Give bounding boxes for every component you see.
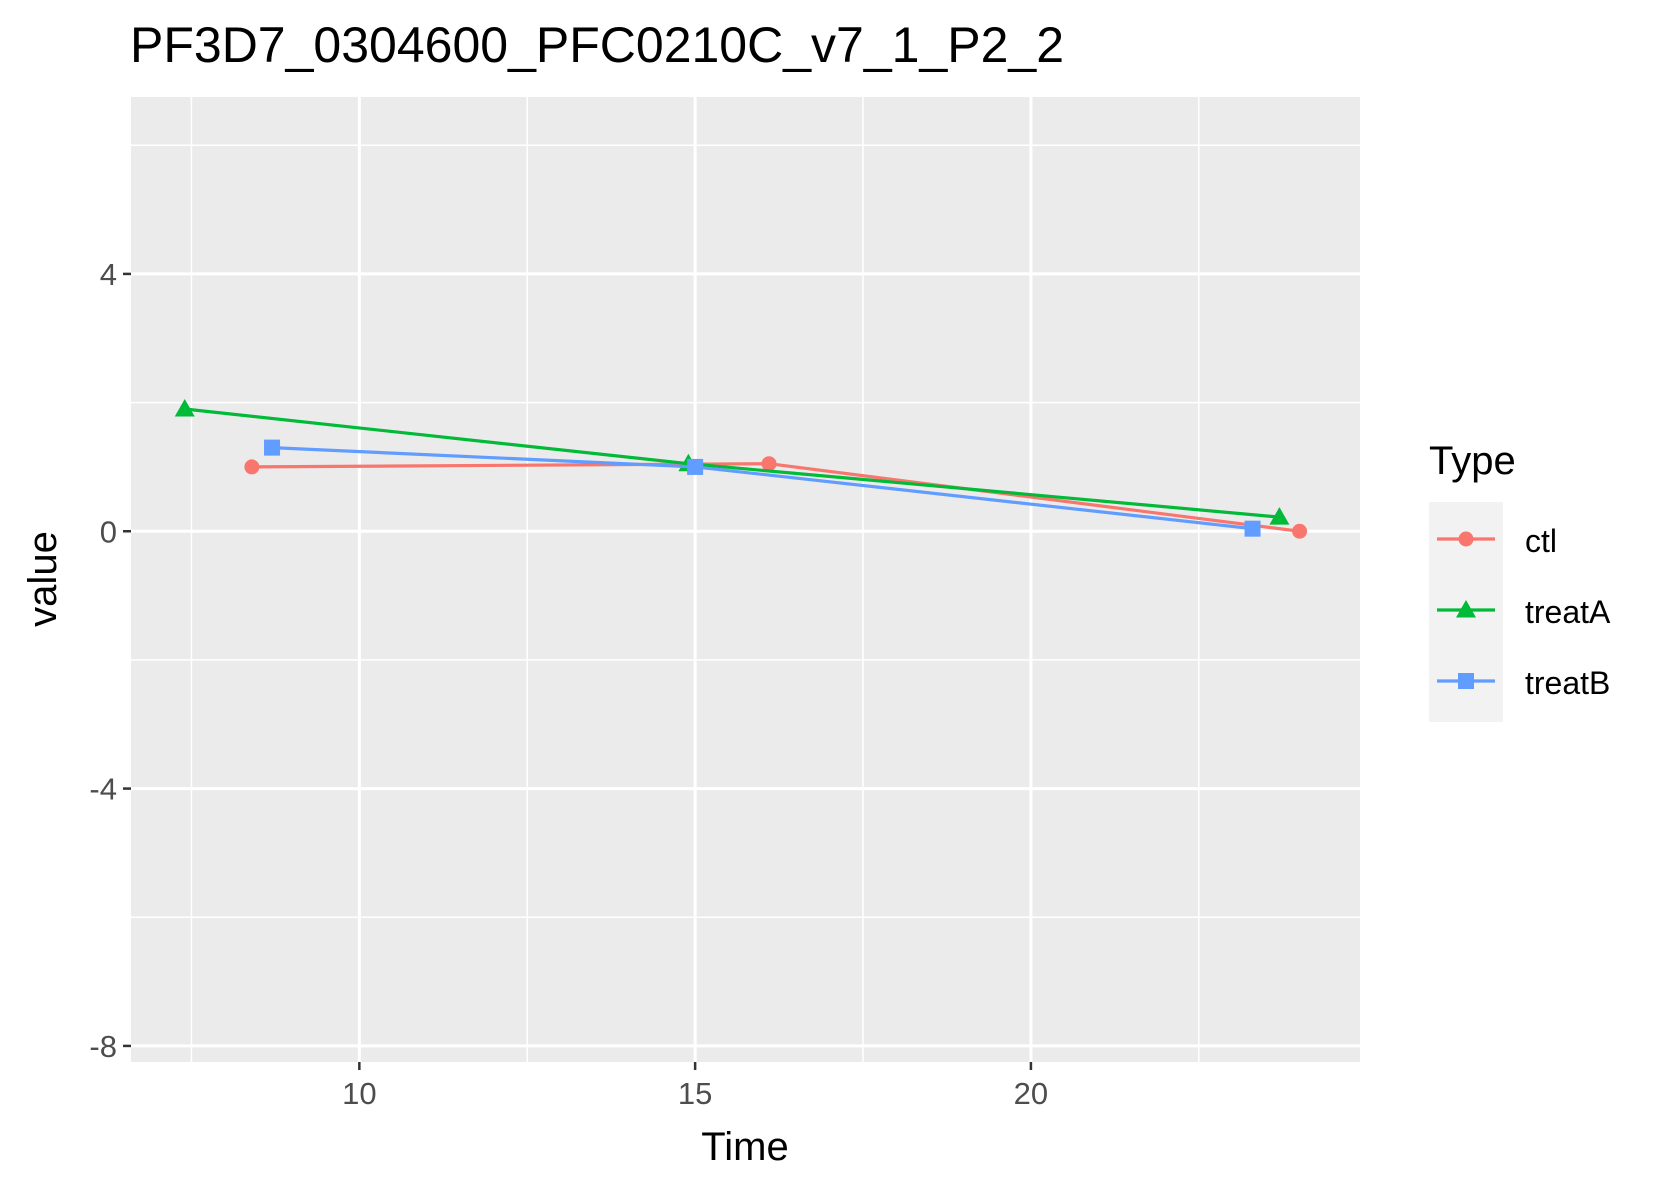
- data-point-ctl: [761, 456, 777, 472]
- legend-title: Type: [1429, 439, 1516, 483]
- data-point-treatA: [174, 399, 195, 417]
- legend-label-ctl: ctl: [1525, 523, 1557, 559]
- x-tick-label: 15: [678, 1076, 712, 1111]
- series-ctl: [244, 456, 1308, 539]
- data-point-ctl: [1292, 523, 1308, 539]
- chart-title: PF3D7_0304600_PFC0210C_v7_1_P2_2: [130, 17, 1064, 73]
- data-point-ctl: [244, 459, 260, 475]
- x-axis-title: Time: [701, 1125, 788, 1169]
- y-tick-label: -8: [89, 1029, 117, 1064]
- y-axis-title: value: [21, 531, 65, 627]
- y-tick-label: 4: [100, 257, 117, 292]
- x-tick-label: 20: [1014, 1076, 1048, 1111]
- series-treatB: [264, 439, 1261, 537]
- legend-key-treatA: [1437, 600, 1495, 618]
- legend-key-treatB: [1437, 673, 1495, 689]
- legend-key-marker: [1458, 531, 1474, 547]
- legend-key-ctl: [1437, 531, 1495, 547]
- data-point-treatB: [1244, 520, 1261, 537]
- axis-layer: 10 15 20 -8 -4 0 4: [89, 257, 1048, 1111]
- grid-layer: [131, 97, 1360, 1062]
- legend-key-marker: [1458, 673, 1474, 689]
- y-tick-label: -4: [89, 772, 117, 807]
- data-point-treatB: [264, 439, 281, 456]
- series-layer: [174, 399, 1308, 539]
- legend-label-treatA: treatA: [1525, 594, 1611, 630]
- data-point-treatA: [1269, 507, 1290, 525]
- x-tick-label: 10: [342, 1076, 376, 1111]
- legend-key-marker: [1456, 600, 1476, 618]
- y-tick-label: 0: [100, 514, 117, 549]
- legend: Type ctl treatA treatB: [1429, 439, 1611, 722]
- data-point-treatB: [687, 458, 704, 475]
- legend-keys: [1437, 531, 1495, 689]
- plot-panel: [131, 97, 1360, 1062]
- legend-label-treatB: treatB: [1525, 665, 1610, 701]
